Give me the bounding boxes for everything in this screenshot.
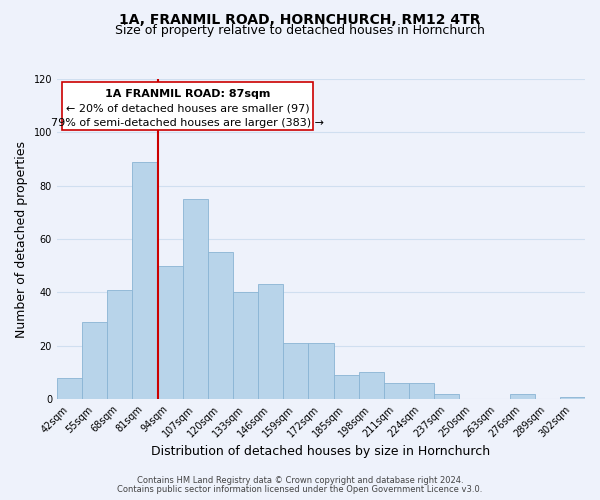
Bar bbox=[82, 322, 107, 399]
Bar bbox=[107, 290, 133, 399]
Bar bbox=[359, 372, 384, 399]
Y-axis label: Number of detached properties: Number of detached properties bbox=[15, 140, 28, 338]
Bar bbox=[308, 343, 334, 399]
Text: 1A FRANMIL ROAD: 87sqm: 1A FRANMIL ROAD: 87sqm bbox=[105, 88, 271, 99]
Text: Contains public sector information licensed under the Open Government Licence v3: Contains public sector information licen… bbox=[118, 485, 482, 494]
Bar bbox=[334, 375, 359, 399]
Text: Size of property relative to detached houses in Hornchurch: Size of property relative to detached ho… bbox=[115, 24, 485, 37]
Bar bbox=[283, 343, 308, 399]
Bar bbox=[560, 396, 585, 399]
Text: 79% of semi-detached houses are larger (383) →: 79% of semi-detached houses are larger (… bbox=[51, 118, 324, 128]
Text: 1A, FRANMIL ROAD, HORNCHURCH, RM12 4TR: 1A, FRANMIL ROAD, HORNCHURCH, RM12 4TR bbox=[119, 12, 481, 26]
Bar bbox=[434, 394, 459, 399]
Bar bbox=[57, 378, 82, 399]
Bar bbox=[258, 284, 283, 399]
FancyBboxPatch shape bbox=[62, 82, 313, 130]
X-axis label: Distribution of detached houses by size in Hornchurch: Distribution of detached houses by size … bbox=[151, 444, 491, 458]
Bar bbox=[509, 394, 535, 399]
Bar bbox=[409, 383, 434, 399]
Text: ← 20% of detached houses are smaller (97): ← 20% of detached houses are smaller (97… bbox=[66, 104, 310, 114]
Bar bbox=[233, 292, 258, 399]
Bar bbox=[158, 266, 182, 399]
Bar bbox=[384, 383, 409, 399]
Bar bbox=[133, 162, 158, 399]
Bar bbox=[208, 252, 233, 399]
Bar bbox=[182, 199, 208, 399]
Text: Contains HM Land Registry data © Crown copyright and database right 2024.: Contains HM Land Registry data © Crown c… bbox=[137, 476, 463, 485]
